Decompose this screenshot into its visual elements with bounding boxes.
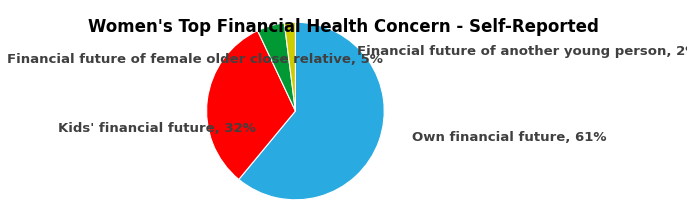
Text: Financial future of female older close relative, 5%: Financial future of female older close r… [7, 54, 383, 66]
Wedge shape [239, 22, 384, 200]
Text: Women's Top Financial Health Concern - Self-Reported: Women's Top Financial Health Concern - S… [88, 18, 599, 36]
Text: Own financial future, 61%: Own financial future, 61% [412, 131, 607, 144]
Wedge shape [258, 23, 295, 111]
Wedge shape [284, 22, 295, 111]
Text: Kids' financial future, 32%: Kids' financial future, 32% [58, 122, 256, 135]
Text: Financial future of another young person, 2%: Financial future of another young person… [357, 45, 687, 57]
Wedge shape [207, 31, 295, 179]
